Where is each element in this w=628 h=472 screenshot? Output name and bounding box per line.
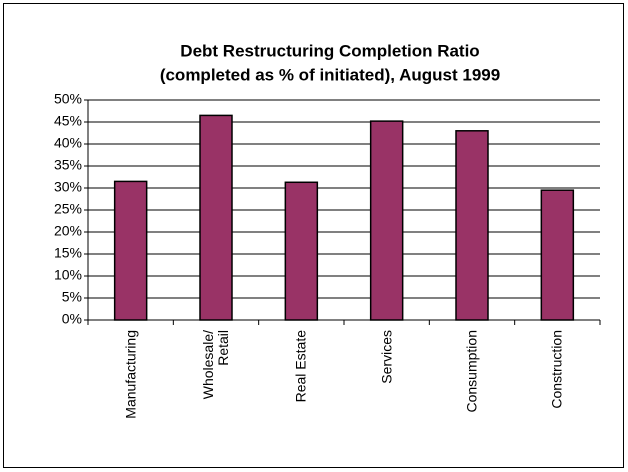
y-tick-label: 15% bbox=[54, 245, 82, 261]
x-tick-label: Real Estate bbox=[292, 330, 309, 403]
bar bbox=[369, 120, 404, 321]
bar bbox=[284, 181, 319, 321]
chart-subtitle: (completed as % of initiated), August 19… bbox=[160, 65, 500, 84]
x-tick-label: Wholesale/ Retail bbox=[200, 330, 231, 400]
x-tick-label: Consumption bbox=[463, 330, 480, 413]
bar bbox=[455, 130, 489, 321]
y-tick-label: 25% bbox=[54, 201, 82, 217]
y-tick-label: 40% bbox=[54, 135, 82, 151]
y-tick-label: 20% bbox=[54, 223, 82, 239]
y-tick-label: 0% bbox=[62, 311, 82, 327]
bar bbox=[113, 180, 148, 321]
y-tick-label: 45% bbox=[54, 113, 82, 129]
bar bbox=[540, 189, 575, 321]
x-tick-label: Construction bbox=[548, 330, 565, 409]
x-tick-label: Manufacturing bbox=[122, 330, 139, 419]
y-tick-label: 35% bbox=[54, 157, 82, 173]
y-tick-label: 50% bbox=[54, 91, 82, 107]
y-tick-label: 10% bbox=[54, 267, 82, 283]
bar bbox=[199, 114, 233, 321]
x-tick-label: Services bbox=[378, 330, 395, 384]
y-tick-label: 30% bbox=[54, 179, 82, 195]
chart-title: Debt Restructuring Completion Ratio bbox=[180, 41, 479, 60]
y-tick-label: 5% bbox=[62, 289, 82, 305]
